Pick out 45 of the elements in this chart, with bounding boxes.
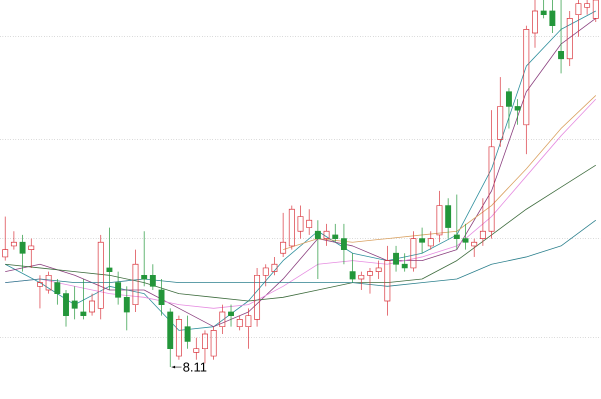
candlestick bbox=[558, 0, 564, 74]
candlestick bbox=[402, 252, 408, 272]
candlestick bbox=[367, 268, 373, 294]
candlestick bbox=[350, 252, 356, 283]
candlestick bbox=[549, 0, 556, 34]
candlestick bbox=[393, 246, 399, 272]
candlestick bbox=[63, 290, 69, 328]
candlestick bbox=[298, 205, 304, 239]
candlestick bbox=[488, 110, 495, 239]
candlestick bbox=[184, 315, 191, 350]
annotation: 8.11 bbox=[183, 362, 206, 372]
candlestick bbox=[410, 230, 416, 272]
candlestick bbox=[514, 98, 521, 126]
candlestick bbox=[20, 234, 26, 272]
candlestick bbox=[575, 0, 582, 38]
candlestick bbox=[176, 315, 182, 360]
candlestick bbox=[132, 249, 138, 312]
candlestick bbox=[314, 220, 321, 280]
candlestick bbox=[532, 0, 538, 48]
candlestick bbox=[340, 224, 347, 265]
candlestick bbox=[445, 198, 452, 239]
candlestick bbox=[228, 304, 234, 328]
candlestick bbox=[384, 246, 390, 316]
candlestick bbox=[454, 194, 460, 250]
candlestick bbox=[254, 268, 260, 328]
candlestick bbox=[89, 293, 96, 316]
candlestick bbox=[124, 286, 130, 331]
candlestick bbox=[36, 274, 43, 309]
candlestick bbox=[271, 256, 278, 276]
candlestick bbox=[72, 286, 78, 320]
candlestick bbox=[158, 278, 164, 316]
candlestick bbox=[150, 264, 156, 290]
candlestick bbox=[141, 230, 148, 287]
candlestick bbox=[506, 88, 512, 129]
candlestick bbox=[115, 271, 122, 306]
candlestick bbox=[324, 224, 330, 246]
candlestick bbox=[106, 227, 112, 290]
candlestick bbox=[540, 0, 547, 19]
candlestick bbox=[54, 278, 60, 306]
candlestick bbox=[419, 227, 426, 254]
candlestick bbox=[462, 224, 468, 250]
candlestick bbox=[80, 278, 86, 320]
candlestick bbox=[332, 224, 338, 243]
candlestick bbox=[436, 190, 442, 243]
candlestick bbox=[202, 330, 208, 364]
